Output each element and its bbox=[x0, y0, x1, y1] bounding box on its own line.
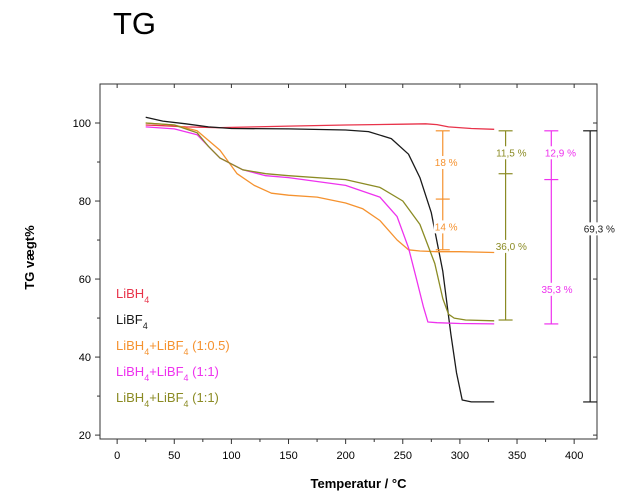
x-tick-label: 50 bbox=[168, 450, 180, 462]
x-tick-label: 400 bbox=[565, 450, 583, 462]
y-axis-label: TG vægt% bbox=[22, 225, 37, 290]
legend-entry-5: LiBH4+LiBF4 (1:1) bbox=[116, 390, 219, 409]
x-tick-label: 250 bbox=[394, 450, 412, 462]
x-tick-label: 150 bbox=[279, 450, 297, 462]
annotation-5: 12,9 % bbox=[545, 148, 576, 159]
x-tick-label: 300 bbox=[451, 450, 469, 462]
axis-ticks: 0 50 100 150 200 250 300 350 400 20 40 60 80 100 bbox=[73, 84, 597, 462]
legend-entry-4: LiBH4+LiBF4 (1:1) bbox=[116, 364, 219, 383]
y-tick-label: 20 bbox=[79, 430, 91, 442]
series-line-5 bbox=[145, 122, 495, 322]
plot-area-border bbox=[99, 83, 598, 440]
annotations: 18 % 14 % 11,5 % 36,0 % 12,9 % 35,3 % 69,3 % bbox=[433, 146, 616, 296]
bracket-2 bbox=[498, 130, 513, 321]
x-tick-label: 100 bbox=[222, 450, 240, 462]
y-tick-label: 100 bbox=[73, 118, 91, 130]
series-line-3 bbox=[145, 122, 495, 254]
legend: LiBH4 LiBF4 LiBH4+LiBF4 (1:0.5) LiBH4+LiBF4… bbox=[116, 286, 230, 409]
annotation-1: 18 % bbox=[435, 158, 458, 169]
annotation-bg bbox=[494, 239, 528, 253]
series-line-1 bbox=[145, 123, 495, 130]
series-lines bbox=[145, 116, 495, 403]
annotation-bg bbox=[540, 282, 574, 296]
x-tick-label: 350 bbox=[508, 450, 526, 462]
y-tick-label: 60 bbox=[79, 274, 91, 286]
annotation-bg bbox=[495, 146, 528, 160]
x-tick-label: 0 bbox=[114, 450, 120, 462]
annotation-2: 14 % bbox=[435, 222, 458, 233]
x-tick-label: 200 bbox=[336, 450, 354, 462]
annotation-6: 35,3 % bbox=[541, 285, 572, 296]
y-tick-label: 40 bbox=[79, 352, 91, 364]
annotation-3: 11,5 % bbox=[496, 148, 526, 159]
series-line-2 bbox=[145, 116, 495, 403]
legend-entry-2: LiBF4 bbox=[116, 312, 148, 331]
annotation-bg bbox=[543, 146, 578, 160]
annotation-bg bbox=[433, 156, 459, 170]
mass-loss-brackets bbox=[435, 130, 598, 403]
legend-entry-3: LiBH4+LiBF4 (1:0.5) bbox=[116, 338, 230, 357]
annotation-4: 36,0 % bbox=[496, 242, 527, 253]
y-tick-label: 80 bbox=[79, 196, 91, 208]
plot-frame bbox=[99, 83, 598, 440]
annotation-bg bbox=[582, 222, 616, 236]
bracket-4 bbox=[583, 130, 598, 403]
page-title: TG bbox=[113, 6, 157, 41]
legend-entry-1: LiBH4 bbox=[116, 286, 149, 305]
annotation-7: 69,3 % bbox=[584, 224, 615, 235]
x-axis-label: Temperatur / °C bbox=[311, 476, 408, 491]
annotation-bg bbox=[433, 220, 459, 234]
